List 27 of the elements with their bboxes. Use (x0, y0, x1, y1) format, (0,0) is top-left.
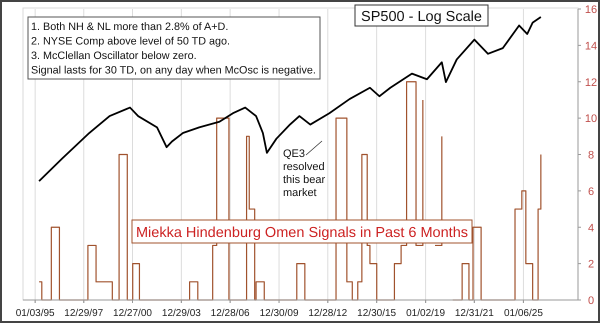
y-tick-label: 4 (588, 222, 594, 234)
x-tick-label: 12/28/12 (308, 308, 348, 319)
y-tick-label: 6 (588, 186, 594, 198)
x-tick-label: 12/27/00 (113, 308, 152, 319)
y-tick-label: 12 (584, 76, 598, 89)
y-tick-label: 14 (584, 40, 598, 52)
x-tick-label: 12/28/06 (210, 308, 250, 319)
x-tick-label: 01/06/25 (504, 308, 544, 319)
chart-title: SP500 - Log Scale (361, 9, 482, 25)
annotation: 2. NYSE Comp above level of 50 TD ago. (31, 36, 230, 48)
y-tick-label: 10 (584, 113, 598, 126)
x-tick-label: 12/29/03 (162, 308, 202, 319)
annotation: 1. Both NH & NL more than 2.8% of A+D. (31, 21, 228, 33)
annotation: Signal lasts for 30 TD, on any day when McOsc is negative. (31, 64, 316, 76)
text: Miekka Hindenburg Omen Signals in Past 6 Months (136, 225, 468, 241)
y-tick-label: 2 (588, 258, 594, 271)
annotation: QE3 resolved this bear market (283, 148, 326, 199)
x-tick-label: 12/29/97 (64, 308, 104, 319)
x-tick-label: 01/02/19 (406, 308, 446, 319)
x-tick-label: 12/30/15 (357, 308, 397, 319)
y-tick-label: 0 (588, 295, 594, 307)
annotation: 3. McClellan Oscillator below zero. (31, 50, 197, 62)
x-tick-label: 12/30/09 (260, 308, 299, 319)
y-tick-label: 8 (588, 150, 594, 162)
x-tick-label: 12/31/21 (454, 308, 494, 319)
x-tick-label: 01/03/95 (16, 308, 56, 319)
y-tick-label: 16 (584, 4, 598, 16)
